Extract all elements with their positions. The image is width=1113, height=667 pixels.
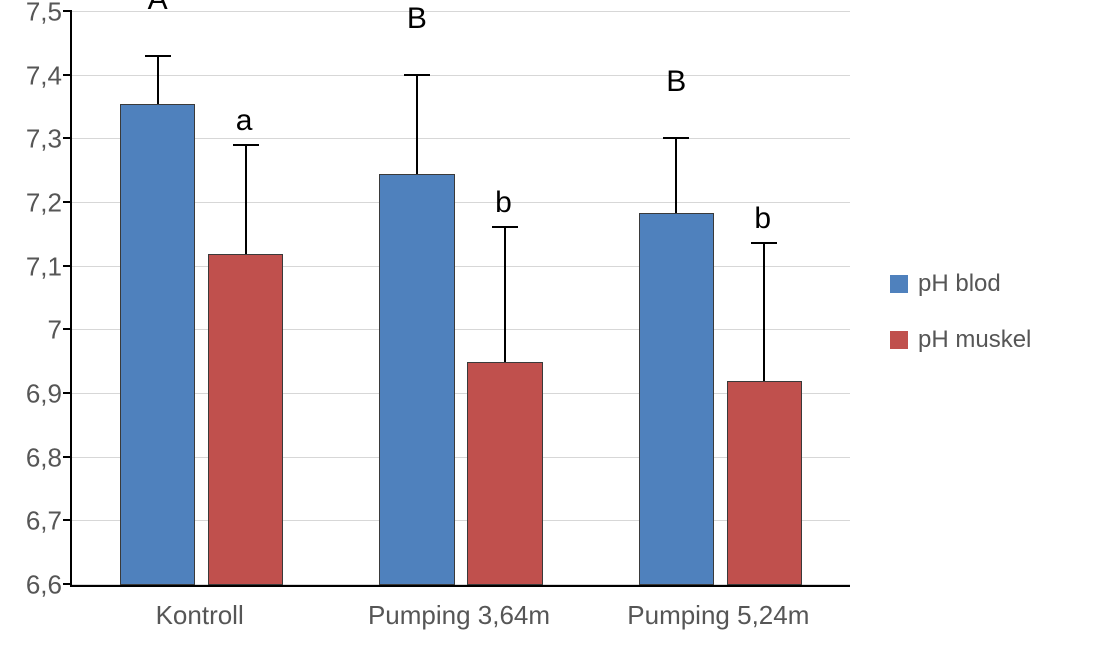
error-cap: [404, 74, 430, 76]
y-tick-label: 7: [48, 315, 72, 346]
annotation: A: [148, 0, 168, 17]
bar-pH_blod: [120, 104, 195, 585]
y-tick-label: 7,1: [26, 251, 72, 282]
y-tick-label: 7,3: [26, 124, 72, 155]
error-bar: [675, 139, 677, 212]
error-bar: [763, 244, 765, 381]
x-tick-label: Kontroll: [70, 600, 329, 631]
annotation: B: [666, 65, 686, 99]
legend-item: pH blod: [890, 270, 1031, 298]
y-tick-label: 7,5: [26, 0, 72, 28]
annotation: B: [407, 2, 427, 36]
error-bar: [416, 76, 418, 175]
error-bar: [157, 57, 159, 105]
error-cap: [751, 242, 777, 244]
ph-bar-chart: 6,6 6,7 6,8 6,9 7 7,1 7,2 7,3 7,4 7,5 Aa Bb Bb Kontr…: [0, 0, 1113, 667]
legend-item: pH muskel: [890, 326, 1031, 354]
y-tick-label: 6,8: [26, 442, 72, 473]
error-cap: [492, 226, 518, 228]
error-bar: [245, 146, 247, 254]
legend-swatch-pH-muskel: [890, 331, 908, 349]
plot-area: 6,66,76,86,977,17,27,37,47,5AaBbBb: [70, 12, 850, 587]
y-tick-label: 6,6: [26, 570, 72, 601]
annotation: b: [754, 202, 771, 236]
annotation: a: [236, 104, 253, 138]
gridline: [72, 11, 850, 12]
y-tick-label: 7,2: [26, 188, 72, 219]
bar-pH_muskel: [467, 362, 542, 585]
y-tick-label: 6,9: [26, 379, 72, 410]
legend-label: pH blod: [918, 270, 1001, 298]
legend-swatch-pH-blod: [890, 275, 908, 293]
y-tick-label: 6,7: [26, 506, 72, 537]
bar-pH_muskel: [727, 381, 802, 585]
annotation: b: [495, 186, 512, 220]
x-tick-label: Pumping 5,24m: [589, 600, 848, 631]
legend-label: pH muskel: [918, 326, 1031, 354]
error-cap: [145, 55, 171, 57]
gridline: [72, 75, 850, 76]
bar-pH_blod: [379, 174, 454, 585]
bar-pH_blod: [639, 213, 714, 585]
legend: pH blod pH muskel: [890, 270, 1031, 382]
bar-pH_muskel: [208, 254, 283, 585]
y-tick-label: 7,4: [26, 60, 72, 91]
error-cap: [233, 144, 259, 146]
x-tick-label: Pumping 3,64m: [329, 600, 588, 631]
error-bar: [504, 228, 506, 362]
error-cap: [663, 137, 689, 139]
